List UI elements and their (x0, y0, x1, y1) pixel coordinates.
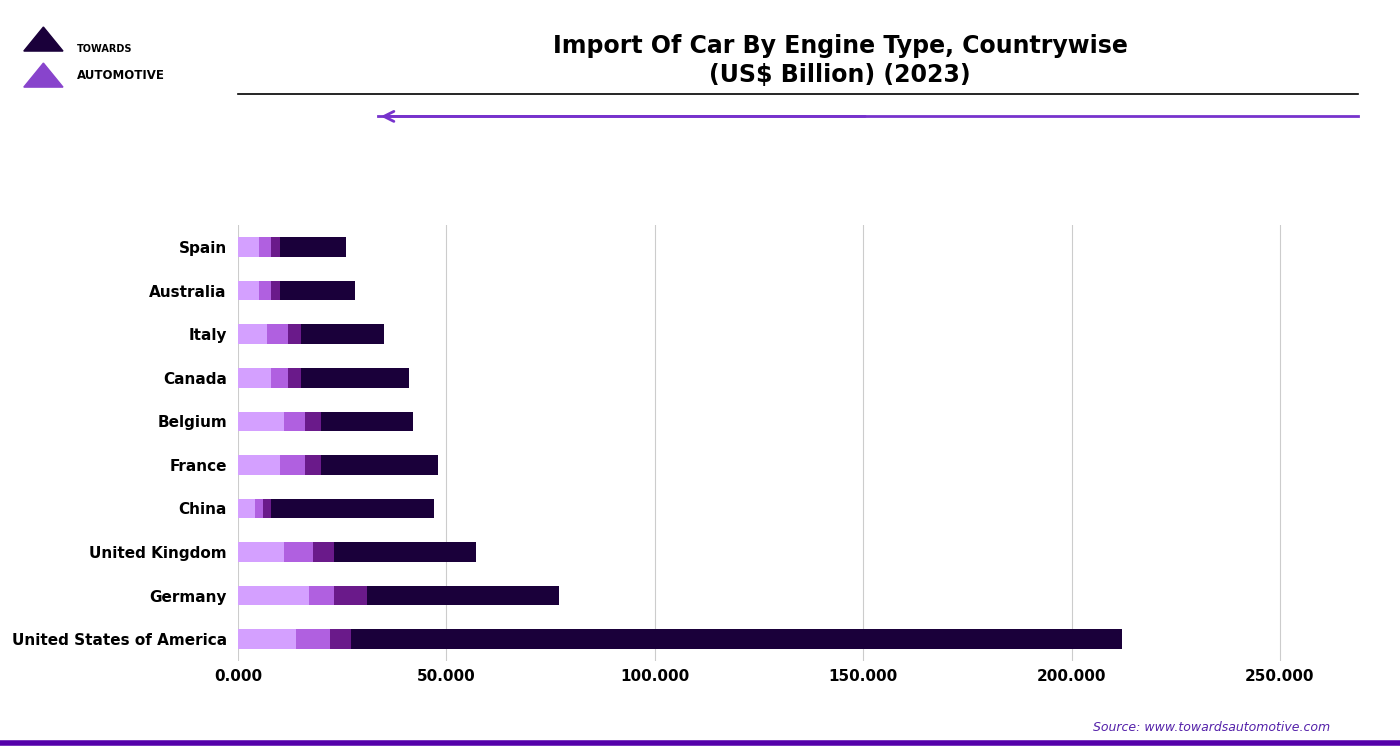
Text: Source: www.towardsautomotive.com: Source: www.towardsautomotive.com (1093, 722, 1330, 734)
Bar (280, 455, 305, 475)
Polygon shape (24, 27, 63, 51)
Bar (272, 368, 288, 388)
Bar (238, 499, 255, 518)
Bar (284, 412, 305, 431)
Bar (329, 629, 350, 649)
Bar (238, 455, 280, 475)
Text: Import Of Car By Engine Type, Countrywise
(US$ Billion) (2023): Import Of Car By Engine Type, Countrywis… (553, 34, 1127, 88)
Bar (301, 368, 409, 388)
Bar (267, 324, 288, 344)
Bar (238, 237, 259, 257)
Bar (272, 281, 280, 300)
Bar (314, 542, 333, 562)
Bar (350, 629, 1121, 649)
Bar (259, 237, 272, 257)
Bar (238, 324, 267, 344)
Bar (297, 629, 329, 649)
Bar (280, 281, 354, 300)
Bar (288, 368, 301, 388)
Polygon shape (24, 63, 63, 87)
Bar (238, 368, 272, 388)
Bar (333, 586, 367, 605)
Bar (333, 542, 476, 562)
Bar (238, 412, 284, 431)
Bar (309, 586, 333, 605)
Bar (238, 281, 259, 300)
Bar (305, 412, 322, 431)
Bar (367, 586, 559, 605)
Text: AUTOMOTIVE: AUTOMOTIVE (77, 68, 165, 82)
Bar (322, 455, 438, 475)
Bar (305, 455, 322, 475)
Bar (272, 237, 280, 257)
Bar (272, 499, 434, 518)
Bar (238, 586, 309, 605)
Text: TOWARDS: TOWARDS (77, 44, 132, 53)
Bar (288, 324, 301, 344)
Bar (284, 542, 314, 562)
Bar (322, 412, 413, 431)
Bar (259, 281, 272, 300)
Bar (263, 499, 272, 518)
Legend: BEV, HEV, PHEV, ICE: BEV, HEV, PHEV, ICE (581, 747, 987, 751)
Bar (238, 629, 297, 649)
Bar (255, 499, 263, 518)
Bar (301, 324, 384, 344)
Bar (238, 542, 284, 562)
Bar (280, 237, 346, 257)
